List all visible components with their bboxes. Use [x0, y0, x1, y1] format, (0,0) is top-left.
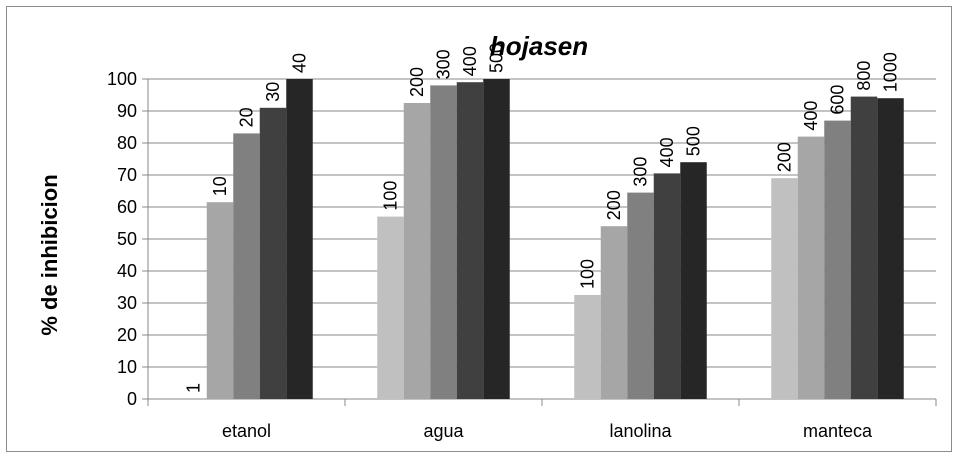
data-label: 100	[578, 259, 598, 289]
bar	[600, 226, 628, 399]
data-label: 10	[210, 176, 230, 196]
y-tick-label: 60	[117, 197, 137, 217]
bar	[259, 107, 287, 400]
data-label: 500	[487, 43, 507, 73]
bar	[483, 79, 510, 399]
data-label: 400	[657, 137, 677, 167]
y-tick-label: 0	[127, 389, 137, 409]
y-tick-label: 100	[107, 69, 137, 89]
y-tick-label: 90	[117, 101, 137, 121]
data-labels: 1 10 20 30 40 100 200 300 400 500 100 200 300 400 500 2…	[184, 43, 901, 393]
y-tick-label: 20	[117, 325, 137, 345]
bar	[877, 98, 904, 399]
bar	[456, 82, 484, 399]
data-label: 400	[801, 101, 821, 131]
y-tick-label: 70	[117, 165, 137, 185]
y-tick-labels: 0 10 20 30 40 50 60 70 80 90 100	[107, 69, 137, 409]
y-tick-label: 30	[117, 293, 137, 313]
bar	[824, 120, 851, 399]
category-label: manteca	[803, 421, 873, 441]
chart-title: hojasen	[490, 31, 588, 61]
bars	[206, 79, 904, 400]
data-label: 1	[184, 383, 204, 393]
category-label: lanolina	[609, 421, 672, 441]
bar	[771, 178, 798, 399]
bar	[233, 133, 260, 399]
data-label: 200	[604, 190, 624, 220]
data-label: 800	[854, 61, 874, 91]
bar	[286, 79, 313, 399]
data-label: 300	[631, 157, 651, 187]
y-tick-label: 10	[117, 357, 137, 377]
data-label: 30	[263, 82, 283, 102]
y-tick-label: 80	[117, 133, 137, 153]
category-labels: etanol agua lanolina manteca	[222, 421, 873, 441]
bar	[653, 173, 681, 399]
data-label: 40	[290, 53, 310, 73]
data-label: 400	[460, 46, 480, 76]
category-label: etanol	[222, 421, 271, 441]
bar	[850, 96, 878, 399]
chart-frame: 0 10 20 30 40 50 60 70 80 90 100 etanol agua lanolin…	[6, 6, 952, 452]
bar-chart: 0 10 20 30 40 50 60 70 80 90 100 etanol agua lanolin…	[37, 31, 937, 441]
bar	[797, 136, 825, 399]
bar	[403, 103, 431, 399]
bar	[430, 85, 457, 400]
data-label: 200	[407, 67, 427, 97]
data-label: 1000	[881, 52, 901, 92]
data-label: 100	[381, 181, 401, 211]
category-label: agua	[423, 421, 464, 441]
data-label: 200	[775, 142, 795, 172]
bar	[627, 192, 654, 399]
data-label: 300	[434, 49, 454, 79]
data-label: 600	[828, 85, 848, 115]
bar	[206, 202, 234, 399]
data-label: 500	[684, 126, 704, 156]
bar	[574, 295, 601, 399]
y-axis-label: % de inhibicion	[37, 174, 62, 335]
bar	[377, 216, 404, 399]
y-tick-label: 40	[117, 261, 137, 281]
data-label: 20	[237, 107, 257, 127]
y-tick-label: 50	[117, 229, 137, 249]
bar	[680, 162, 707, 399]
